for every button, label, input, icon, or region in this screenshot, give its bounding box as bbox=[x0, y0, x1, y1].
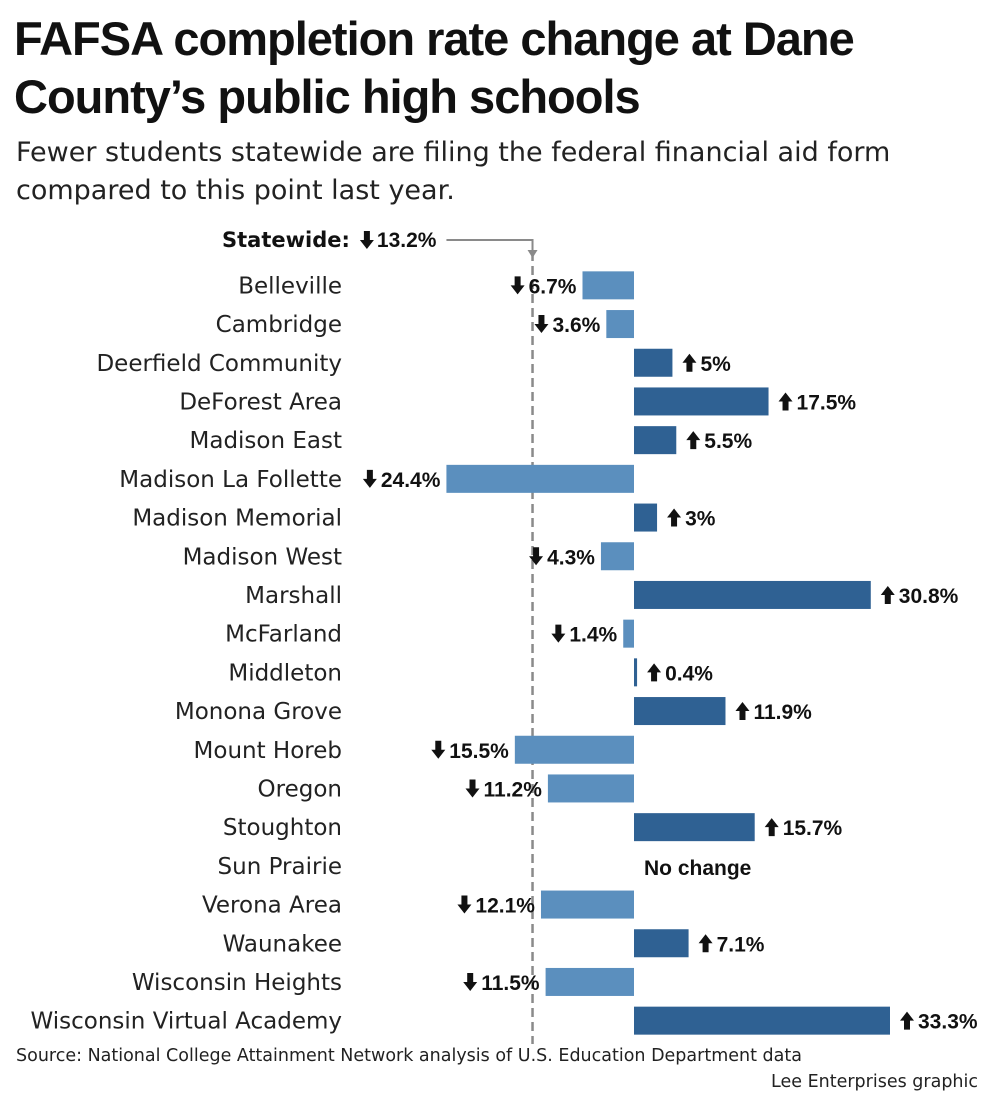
bar bbox=[634, 348, 673, 377]
up-arrow-icon bbox=[682, 353, 697, 372]
up-arrow-icon bbox=[698, 934, 713, 953]
data-label: 15.5% bbox=[449, 740, 509, 763]
data-label: 11.2% bbox=[484, 778, 543, 801]
bar bbox=[634, 1006, 890, 1035]
data-label: 5% bbox=[700, 353, 731, 376]
up-arrow-icon bbox=[647, 663, 662, 682]
data-label: 0.4% bbox=[665, 662, 713, 685]
category-label: Madison La Follette bbox=[119, 467, 342, 493]
bar bbox=[634, 426, 677, 455]
bar bbox=[634, 503, 658, 532]
down-arrow-icon bbox=[534, 315, 549, 334]
chart-subtitle: Fewer students statewide are filing the … bbox=[16, 137, 891, 206]
data-label: 12.1% bbox=[475, 895, 535, 918]
bar bbox=[545, 967, 634, 996]
bar bbox=[514, 735, 634, 764]
category-label: Sun Prairie bbox=[218, 854, 342, 880]
down-arrow-icon bbox=[465, 779, 480, 798]
down-arrow-icon bbox=[510, 276, 525, 295]
bar bbox=[634, 658, 638, 687]
statewide-connector bbox=[446, 239, 534, 254]
down-arrow-icon bbox=[362, 469, 377, 488]
bar bbox=[634, 813, 755, 842]
down-arrow-icon bbox=[431, 740, 446, 759]
category-label: Madison West bbox=[183, 544, 342, 570]
category-label: Deerfield Community bbox=[96, 351, 342, 377]
bar bbox=[582, 271, 634, 300]
down-arrow-icon bbox=[463, 972, 478, 991]
bar bbox=[600, 542, 634, 571]
category-label: Mount Horeb bbox=[194, 738, 342, 764]
data-label: 15.7% bbox=[783, 817, 843, 840]
category-label: Belleville bbox=[238, 273, 342, 299]
up-arrow-icon bbox=[667, 508, 682, 527]
data-label: 30.8% bbox=[899, 585, 959, 608]
bar bbox=[547, 774, 634, 803]
statewide-value: 13.2% bbox=[377, 229, 437, 252]
category-label: Marshall bbox=[245, 583, 342, 609]
up-arrow-icon bbox=[778, 392, 793, 411]
down-arrow-icon bbox=[529, 547, 544, 566]
bar bbox=[634, 580, 871, 609]
data-label: 4.3% bbox=[547, 546, 595, 569]
chart-title: FAFSA completion rate change at Dane Cou… bbox=[14, 12, 855, 123]
data-label: 3.6% bbox=[552, 314, 600, 337]
data-label: 6.7% bbox=[529, 275, 577, 298]
down-arrow-icon bbox=[359, 231, 374, 249]
up-arrow-icon bbox=[880, 585, 895, 604]
bar bbox=[623, 619, 634, 648]
category-label: McFarland bbox=[225, 622, 342, 648]
bar bbox=[540, 890, 634, 919]
data-label: No change bbox=[644, 857, 751, 880]
category-label: Madison East bbox=[190, 428, 343, 454]
category-label: Oregon bbox=[258, 776, 342, 802]
category-label: Middleton bbox=[228, 660, 342, 686]
source-note: Source: National College Attainment Netw… bbox=[16, 1046, 802, 1066]
up-arrow-icon bbox=[735, 702, 750, 721]
bar bbox=[634, 929, 689, 958]
data-label: 11.5% bbox=[481, 972, 540, 995]
bar bbox=[634, 387, 769, 416]
bar bbox=[634, 697, 726, 726]
up-arrow-icon bbox=[900, 1011, 914, 1030]
down-arrow-icon bbox=[551, 624, 566, 643]
category-label: Wisconsin Heights bbox=[132, 970, 342, 996]
category-label: Verona Area bbox=[202, 893, 342, 919]
bar bbox=[446, 464, 634, 493]
data-label: 1.4% bbox=[569, 624, 617, 647]
down-arrow-icon bbox=[457, 895, 472, 914]
category-label: Cambridge bbox=[216, 312, 342, 338]
data-label: 11.9% bbox=[753, 701, 812, 724]
data-label: 33.3% bbox=[918, 1011, 978, 1034]
category-label: DeForest Area bbox=[179, 389, 342, 415]
category-label: Madison Memorial bbox=[132, 506, 342, 532]
data-label: 7.1% bbox=[717, 933, 765, 956]
data-label: 24.4% bbox=[381, 469, 441, 492]
category-label: Wisconsin Virtual Academy bbox=[31, 1009, 342, 1035]
statewide-label: Statewide: bbox=[222, 228, 350, 252]
data-label: 17.5% bbox=[797, 391, 857, 414]
category-label: Stoughton bbox=[223, 815, 342, 841]
category-label: Monona Grove bbox=[175, 699, 342, 725]
statewide-pointer-icon bbox=[527, 250, 538, 258]
bar bbox=[606, 310, 634, 339]
data-label: 3% bbox=[685, 508, 716, 531]
up-arrow-icon bbox=[686, 431, 701, 450]
up-arrow-icon bbox=[764, 818, 779, 837]
graphic-credit: Lee Enterprises graphic bbox=[771, 1072, 978, 1092]
category-label: Waunakee bbox=[223, 931, 342, 957]
data-label: 5.5% bbox=[704, 430, 752, 453]
